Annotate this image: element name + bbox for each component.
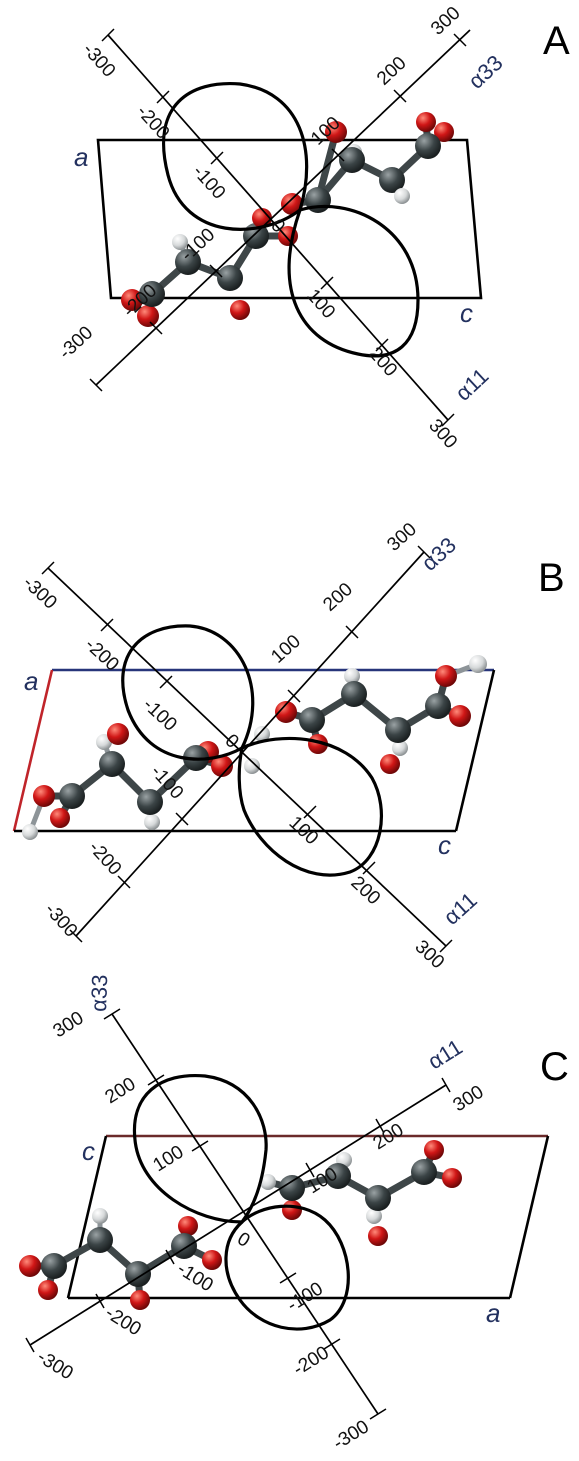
panel-a-lobe-1 <box>162 81 309 231</box>
tick-label: 0 <box>233 1228 253 1251</box>
panel-b-axis-11-tick-labels: -300 -200 -100 0 100 200 300 <box>19 572 449 973</box>
tick-label: 200 <box>319 579 357 616</box>
tick-label: -100 <box>139 694 181 735</box>
panel-b-axes <box>47 551 447 947</box>
panel-c-lobe-1 <box>132 1073 268 1224</box>
tick-label: 200 <box>364 343 401 381</box>
panel-c-axis-33 <box>111 1013 379 1415</box>
panel-a-label: A <box>543 19 570 63</box>
panel-c-lobe-2 <box>224 1204 350 1331</box>
panel-b-axis-33 <box>75 551 425 937</box>
tick-label: 200 <box>373 53 411 90</box>
panel-c-label: C <box>540 1045 569 1089</box>
panel-c-axis-11-label: α11 <box>423 1034 466 1074</box>
tick-label: 100 <box>267 631 305 668</box>
panel-b-cell-edge-right <box>454 669 496 832</box>
panel-a-axis-33-label: α33 <box>463 50 507 94</box>
panel-a-unit-cell <box>96 138 483 300</box>
panel-a-axis-33 <box>95 29 471 386</box>
tick-label: 100 <box>285 812 323 849</box>
panel-b-axis-33-label: α33 <box>417 532 461 575</box>
panel-c-ticks <box>25 1008 451 1420</box>
tick-label: 300 <box>50 1008 88 1043</box>
panel-b-lobe-2 <box>237 736 384 877</box>
tick-label: 300 <box>424 415 461 453</box>
panel-b-label: B <box>538 556 565 600</box>
panel-a-axis-11 <box>107 34 449 421</box>
tick-label: 200 <box>347 872 385 909</box>
panel-b-cell-label-1: a <box>24 666 38 696</box>
tick-label: -300 <box>78 39 119 81</box>
tick-label: -200 <box>84 837 125 879</box>
tick-label: -100 <box>188 161 229 203</box>
panel-b-axis-11 <box>47 567 447 947</box>
tick-label: -100 <box>284 1278 327 1316</box>
panel-b-cell-edge-b <box>12 669 54 832</box>
panel-c-cell-label-2: a <box>486 1298 500 1328</box>
tick-label: -300 <box>19 572 61 613</box>
tick-label: -200 <box>132 101 173 143</box>
panel-c-cell-edge-right <box>508 1135 550 1299</box>
tick-label: 100 <box>150 1142 188 1177</box>
tick-label: -300 <box>330 1416 373 1454</box>
tick-label: -300 <box>33 1346 76 1384</box>
panel-b-axis-11-label: α11 <box>439 887 482 929</box>
panel-b-cell-label-2: c <box>438 830 451 860</box>
tick-label: 200 <box>370 1120 408 1155</box>
panel-a-cell-label-1: a <box>74 142 88 172</box>
panel-a-ticks <box>89 28 467 427</box>
tick-label: 200 <box>102 1074 140 1109</box>
panel-a-lobe-2 <box>287 204 420 358</box>
panel-a-axes <box>95 29 471 421</box>
tick-label: 300 <box>450 1082 488 1117</box>
tick-label: -300 <box>55 322 97 363</box>
panel-a-cell-label-2: c <box>460 298 473 328</box>
panel-b-lobe-1 <box>121 624 255 761</box>
panel-b: B <box>12 519 565 973</box>
panel-b-ticks <box>41 545 453 953</box>
panel-a-axis-11-label: α11 <box>450 363 493 406</box>
panel-c-axis-11 <box>29 1084 447 1346</box>
tick-label: 300 <box>383 519 421 556</box>
panel-c-cell-label-1: c <box>82 1136 95 1166</box>
panel-c-axis-33-label: α33 <box>86 974 112 1012</box>
panel-c: C <box>19 974 569 1454</box>
panel-a: A <box>55 3 570 453</box>
panel-c-cell-edge-left <box>66 1135 108 1299</box>
panel-b-molecule <box>22 655 487 840</box>
tick-label: 300 <box>427 3 465 40</box>
tick-label: 100 <box>307 113 345 150</box>
